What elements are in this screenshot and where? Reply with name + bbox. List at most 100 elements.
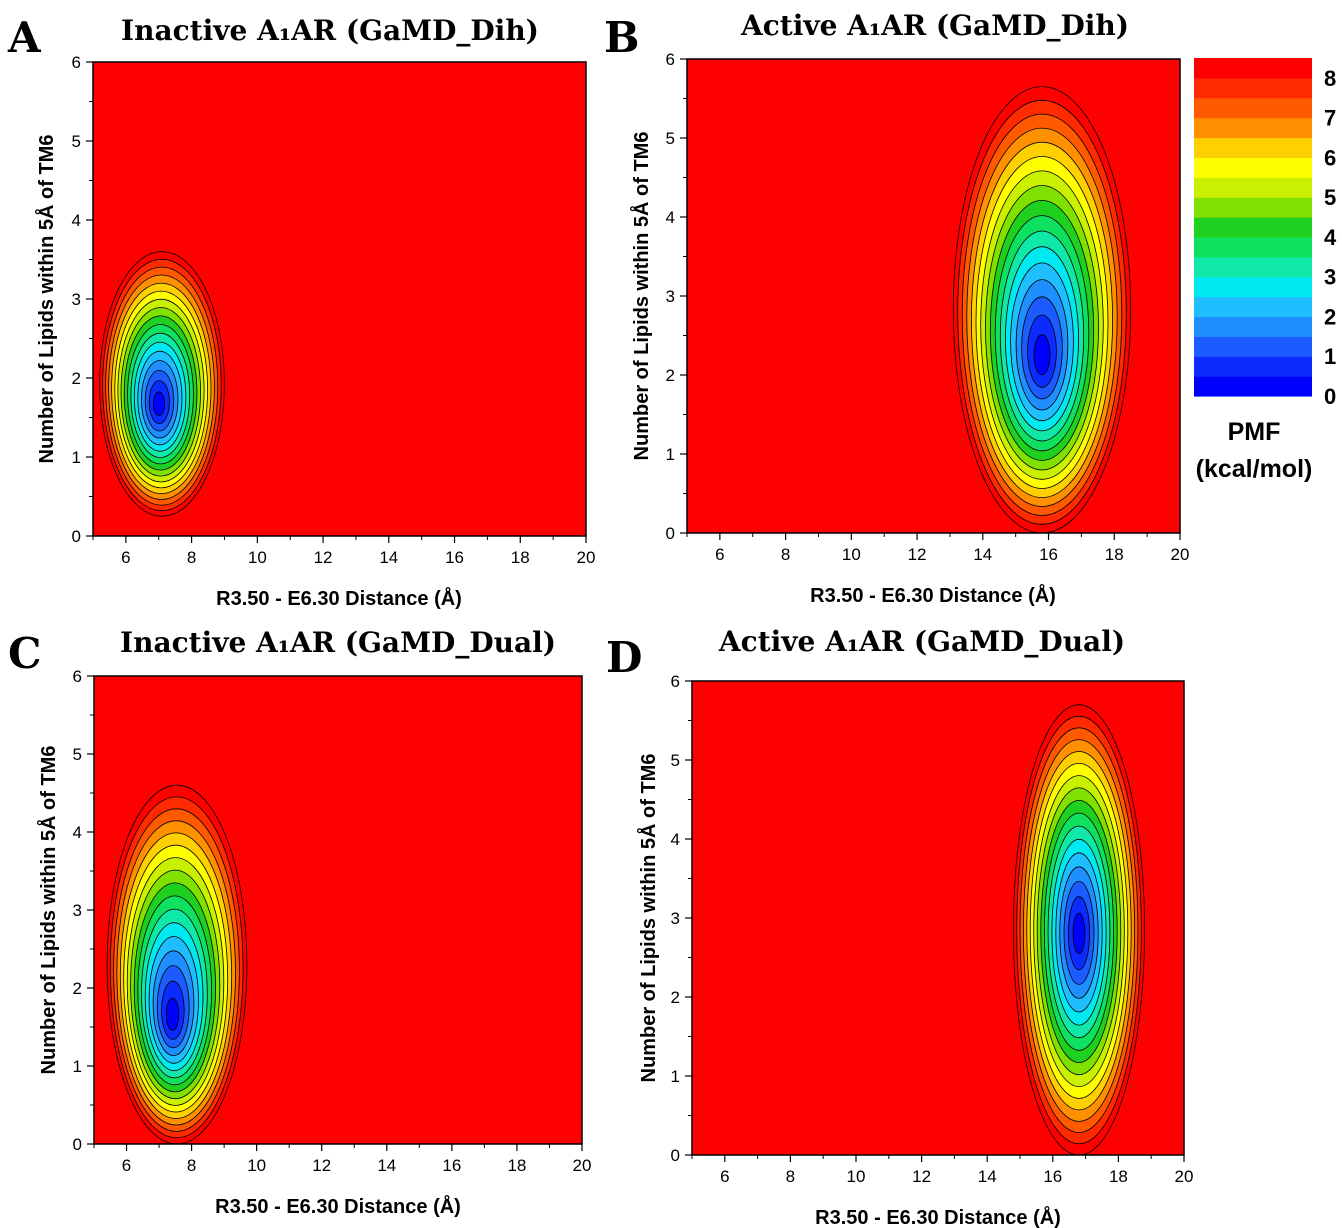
colorbar: 8 7 6 5 4 3 2 1 0 PMF (kcal/mol) [1194, 58, 1337, 483]
pmf-contour-band [165, 997, 180, 1031]
x-tick-label: 14 [379, 548, 398, 567]
x-tick-label: 12 [312, 1156, 331, 1175]
x-tick-label: 8 [781, 545, 790, 564]
colorbar-ticks: 8 7 6 5 4 3 2 1 0 [1324, 66, 1337, 409]
colorbar-swatch [1194, 217, 1312, 238]
y-tick-label: 0 [73, 1135, 82, 1154]
x-tick-label: 10 [248, 548, 267, 567]
pmf-contour-band [152, 391, 165, 417]
panel-a-xlabel: R3.50 - E6.30 Distance (Å) [216, 586, 462, 610]
y-tick-label: 5 [72, 132, 81, 151]
x-tick-label: 12 [908, 545, 927, 564]
colorbar-swatch [1194, 117, 1312, 139]
y-tick-label: 6 [666, 50, 675, 69]
panel-letter-b: B [604, 13, 640, 62]
x-tick-label: 16 [442, 1156, 461, 1175]
y-tick-label: 1 [666, 445, 675, 464]
y-tick-label: 6 [72, 53, 81, 72]
y-tick-label: 0 [666, 524, 675, 543]
pmf-contours [106, 784, 248, 1144]
x-tick-label: 20 [1175, 1167, 1194, 1186]
y-tick-label: 5 [666, 129, 675, 148]
x-tick-label: 8 [187, 548, 196, 567]
panel-c-ylabel: Number of Lipids within 5Å of TM6 [36, 746, 60, 1075]
colorbar-swatch [1194, 58, 1312, 79]
colorbar-tick-label: 7 [1324, 106, 1336, 131]
x-tick-label: 20 [577, 548, 596, 567]
y-tick-label: 0 [72, 527, 81, 546]
x-tick-label: 18 [507, 1156, 526, 1175]
x-tick-label: 20 [573, 1156, 592, 1175]
y-tick-label: 2 [671, 988, 680, 1007]
x-tick-label: 8 [786, 1167, 795, 1186]
panel-d-ylabel: Number of Lipids within 5Å of TM6 [636, 754, 660, 1083]
panel-letter-a: A [7, 13, 42, 62]
pmf-contour-band [1072, 912, 1086, 955]
y-tick-label: 0 [671, 1146, 680, 1165]
panel-C: C Inactive A₁AR (GaMD_Dual) 6 8 10 12 14 16 18… [8, 626, 591, 1218]
y-tick-label: 6 [73, 667, 82, 686]
x-tick-label: 18 [1109, 1167, 1128, 1186]
y-tick-label: 5 [73, 745, 82, 764]
x-tick-label: 6 [715, 545, 724, 564]
colorbar-tick-label: 6 [1324, 145, 1336, 170]
panel-c-title: Inactive A₁AR (GaMD_Dual) [120, 626, 556, 659]
y-tick-label: 2 [72, 369, 81, 388]
colorbar-swatch [1194, 236, 1312, 258]
colorbar-tick-label: 1 [1324, 344, 1336, 369]
y-tick-label: 1 [72, 448, 81, 467]
pmf-contour-band [1033, 334, 1051, 376]
x-tick-label: 14 [978, 1167, 997, 1186]
panel-a-ylabel: Number of Lipids within 5Å of TM6 [34, 135, 58, 464]
colorbar-swatch [1194, 197, 1312, 218]
panel-d-xlabel: R3.50 - E6.30 Distance (Å) [815, 1205, 1061, 1228]
colorbar-swatch [1194, 137, 1312, 159]
colorbar-tick-label: 5 [1324, 185, 1336, 210]
y-tick-label: 3 [666, 287, 675, 306]
y-tick-label: 6 [671, 672, 680, 691]
panel-c-xlabel: R3.50 - E6.30 Distance (Å) [215, 1194, 461, 1218]
x-tick-label: 20 [1171, 545, 1190, 564]
colorbar-title: PMF [1228, 418, 1281, 446]
y-tick-label: 4 [666, 208, 675, 227]
y-tick-label: 3 [72, 290, 81, 309]
x-tick-label: 6 [122, 1156, 131, 1175]
panel-letter-c: C [8, 629, 41, 678]
colorbar-tick-label: 8 [1324, 66, 1336, 91]
colorbar-unit: (kcal/mol) [1196, 455, 1313, 483]
y-tick-label: 1 [671, 1067, 680, 1086]
x-tick-label: 12 [912, 1167, 931, 1186]
panel-a-title: Inactive A₁AR (GaMD_Dih) [121, 14, 539, 47]
colorbar-tick-label: 0 [1324, 384, 1336, 409]
panel-b-ylabel: Number of Lipids within 5Å of TM6 [629, 132, 653, 461]
y-tick-label: 3 [671, 909, 680, 928]
panel-b-xlabel: R3.50 - E6.30 Distance (Å) [810, 583, 1056, 607]
colorbar-swatch [1194, 177, 1312, 198]
colorbar-swatch [1194, 276, 1312, 298]
colorbar-swatch [1194, 157, 1312, 178]
panel-b-title: Active A₁AR (GaMD_Dih) [740, 9, 1129, 42]
colorbar-swatch [1194, 256, 1312, 278]
y-tick-label: 2 [73, 979, 82, 998]
panel-letter-d: D [606, 633, 642, 682]
panel-B: B Active A₁AR (GaMD_Dih) 6 8 10 12 14 16 18 200… [604, 9, 1189, 607]
pmf-contours [99, 251, 225, 517]
x-tick-label: 12 [314, 548, 333, 567]
y-tick-label: 1 [73, 1057, 82, 1076]
pmf-contours [952, 86, 1132, 533]
panel-A: A Inactive A₁AR (GaMD_Dih) 6 8 10 12 14 16 18 2… [7, 13, 595, 610]
colorbar-strip [1194, 58, 1312, 397]
y-tick-label: 3 [73, 901, 82, 920]
x-tick-label: 18 [1105, 545, 1124, 564]
x-tick-label: 16 [445, 548, 464, 567]
colorbar-tick-label: 4 [1324, 225, 1337, 250]
x-tick-label: 6 [121, 548, 130, 567]
pmf-contours [1013, 704, 1145, 1155]
colorbar-tick-label: 3 [1324, 265, 1336, 290]
x-tick-label: 14 [973, 545, 992, 564]
